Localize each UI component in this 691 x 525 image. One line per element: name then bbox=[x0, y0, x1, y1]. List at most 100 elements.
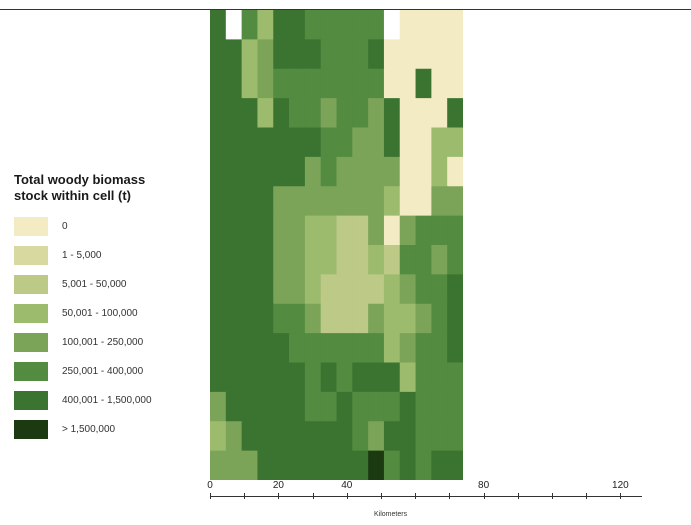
raster-cell bbox=[273, 245, 290, 275]
legend-item: 50,001 - 100,000 bbox=[14, 299, 204, 328]
raster-cell bbox=[273, 68, 290, 99]
raster-cell bbox=[399, 156, 417, 187]
raster-cell bbox=[289, 10, 306, 40]
raster-cell bbox=[368, 68, 385, 99]
legend-item: 5,001 - 50,000 bbox=[14, 270, 204, 299]
raster-cell bbox=[383, 215, 401, 246]
raster-cell bbox=[320, 333, 338, 364]
legend-swatch bbox=[14, 391, 48, 410]
raster-cell bbox=[289, 156, 306, 187]
raster-cell bbox=[415, 215, 432, 246]
raster-cell bbox=[431, 156, 448, 187]
raster-cell bbox=[210, 215, 227, 246]
raster-cell bbox=[273, 450, 290, 480]
raster-cell bbox=[383, 450, 401, 480]
raster-cell bbox=[352, 215, 369, 246]
raster-cell bbox=[241, 10, 259, 40]
scale-tick bbox=[346, 493, 348, 499]
raster-cell bbox=[210, 98, 227, 129]
raster-cell bbox=[368, 333, 385, 364]
raster-cell bbox=[368, 303, 385, 334]
raster-cell bbox=[304, 362, 322, 393]
raster-cell bbox=[368, 127, 385, 158]
scale-tick-label: 0 bbox=[207, 480, 213, 491]
raster-cell bbox=[431, 333, 448, 364]
raster-cell bbox=[241, 186, 259, 217]
raster-cell bbox=[336, 362, 353, 393]
biomass-raster-map bbox=[210, 10, 463, 480]
raster-cell bbox=[352, 303, 369, 334]
raster-cell bbox=[383, 10, 401, 40]
raster-cell bbox=[225, 39, 243, 70]
raster-cell bbox=[273, 127, 290, 158]
raster-cell bbox=[399, 421, 417, 452]
raster-cell bbox=[257, 391, 274, 422]
raster-cell bbox=[447, 39, 463, 70]
raster-cell bbox=[289, 391, 306, 422]
raster-cell bbox=[447, 362, 463, 393]
raster-cell bbox=[447, 333, 463, 364]
raster-cell bbox=[368, 245, 385, 275]
raster-cell bbox=[383, 186, 401, 217]
raster-cell bbox=[415, 186, 432, 217]
raster-cell bbox=[241, 39, 259, 70]
raster-cell bbox=[289, 127, 306, 158]
legend-swatch bbox=[14, 217, 48, 236]
raster-cell bbox=[399, 333, 417, 364]
raster-cell bbox=[383, 98, 401, 129]
raster-cell bbox=[415, 10, 432, 40]
scale-tick-label: 80 bbox=[478, 480, 490, 491]
raster-cell bbox=[352, 98, 369, 129]
raster-cell bbox=[415, 450, 432, 480]
raster-cell bbox=[336, 10, 353, 40]
raster-cell bbox=[415, 98, 432, 129]
scale-bar: Kilometers 0 20 40 80 120 bbox=[204, 480, 691, 525]
raster-cell bbox=[352, 362, 369, 393]
raster-cell bbox=[320, 98, 338, 129]
raster-cell bbox=[399, 127, 417, 158]
legend-item: 400,001 - 1,500,000 bbox=[14, 386, 204, 415]
raster-cell bbox=[320, 156, 338, 187]
raster-cell bbox=[225, 98, 243, 129]
raster-cell bbox=[304, 186, 322, 217]
raster-cell bbox=[383, 274, 401, 305]
raster-cell bbox=[447, 215, 463, 246]
raster-cell bbox=[336, 186, 353, 217]
legend-swatch bbox=[14, 333, 48, 352]
raster-cell bbox=[415, 333, 432, 364]
raster-cell bbox=[304, 39, 322, 70]
raster-cell bbox=[257, 274, 274, 305]
raster-cell bbox=[399, 391, 417, 422]
raster-cell bbox=[431, 245, 448, 275]
raster-cell bbox=[336, 391, 353, 422]
raster-cell bbox=[320, 303, 338, 334]
legend-label: > 1,500,000 bbox=[62, 424, 116, 435]
raster-cell bbox=[352, 421, 369, 452]
raster-cell bbox=[431, 127, 448, 158]
raster-cell bbox=[336, 68, 353, 99]
raster-cell bbox=[352, 10, 369, 40]
raster-cell bbox=[225, 68, 243, 99]
raster-cell bbox=[352, 39, 369, 70]
raster-cell bbox=[320, 39, 338, 70]
raster-cell bbox=[368, 274, 385, 305]
raster-cell bbox=[336, 303, 353, 334]
raster-cell bbox=[210, 156, 227, 187]
raster-cell bbox=[431, 391, 448, 422]
raster-cell bbox=[210, 303, 227, 334]
raster-cell bbox=[241, 245, 259, 275]
raster-cell bbox=[257, 186, 274, 217]
raster-cell bbox=[225, 10, 243, 40]
scale-tick bbox=[449, 493, 451, 499]
raster-cell bbox=[241, 274, 259, 305]
raster-cell bbox=[447, 10, 463, 40]
raster-cell bbox=[368, 39, 385, 70]
raster-cell bbox=[368, 362, 385, 393]
raster-cell bbox=[431, 98, 448, 129]
raster-cell bbox=[352, 156, 369, 187]
raster-cell bbox=[447, 98, 463, 129]
raster-cell bbox=[368, 186, 385, 217]
raster-cell bbox=[415, 68, 432, 99]
legend-swatch bbox=[14, 420, 48, 439]
raster-cell bbox=[257, 245, 274, 275]
